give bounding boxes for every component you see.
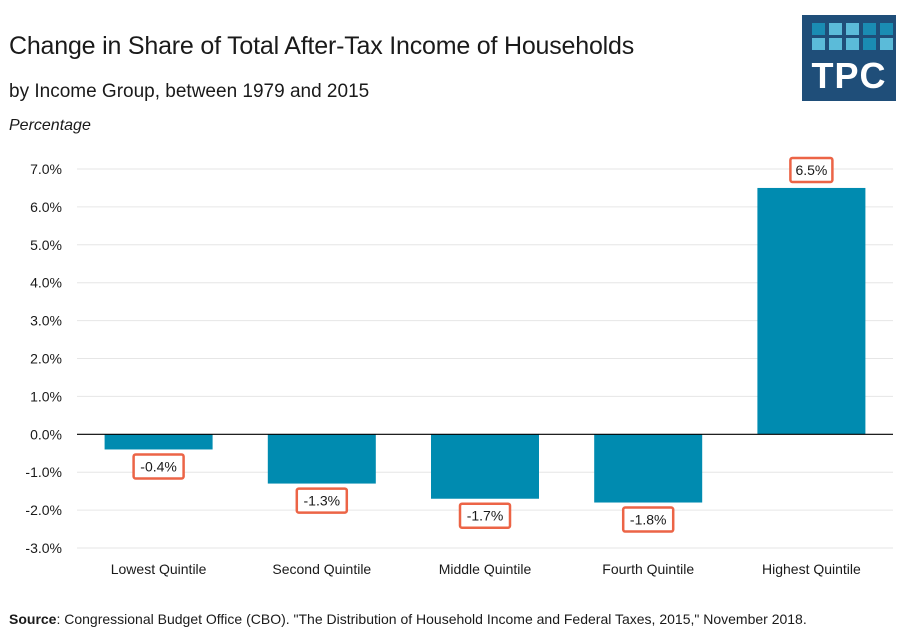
data-label: -0.4% — [140, 458, 177, 474]
logo-text: TPC — [811, 55, 887, 96]
logo-tile — [863, 23, 876, 35]
tpc-logo: TPC — [802, 15, 896, 101]
bar-chart: 7.0% 6.0% 5.0% 4.0% 3.0% 2.0% 1.0% 0.0% -1.0% -2.… — [25, 156, 893, 577]
bars — [104, 187, 866, 503]
data-label: -1.7% — [467, 508, 504, 524]
logo-tile — [846, 23, 859, 35]
data-label: -1.3% — [304, 493, 341, 509]
x-tick-label: Lowest Quintile — [111, 561, 207, 577]
y-tick-label: 6.0% — [30, 199, 62, 215]
bar — [757, 187, 866, 435]
logo-tile — [812, 23, 825, 35]
x-tick-label: Fourth Quintile — [602, 561, 694, 577]
x-axis-ticks: Lowest Quintile Second Quintile Middle Qui… — [111, 561, 861, 577]
x-tick-label: Middle Quintile — [439, 561, 532, 577]
y-tick-label: 7.0% — [30, 161, 62, 177]
y-tick-label: -2.0% — [25, 502, 62, 518]
y-tick-label: 3.0% — [30, 313, 62, 329]
x-tick-label: Second Quintile — [272, 561, 371, 577]
logo-tile — [880, 38, 893, 50]
bar — [431, 434, 539, 499]
logo-tile — [846, 38, 859, 50]
y-tick-label: 4.0% — [30, 275, 62, 291]
y-tick-label: -3.0% — [25, 540, 62, 556]
logo-tile — [829, 23, 842, 35]
logo-tile — [829, 38, 842, 50]
data-label-box — [295, 487, 349, 514]
source-text: : Congressional Budget Office (CBO). "Th… — [56, 611, 807, 627]
data-label: 6.5% — [795, 162, 827, 178]
data-label-box — [789, 156, 834, 184]
bar — [267, 434, 376, 484]
y-tick-label: -1.0% — [25, 464, 62, 480]
y-tick-label: 5.0% — [30, 237, 62, 253]
source-note: Source: Congressional Budget Office (CBO… — [9, 611, 807, 627]
y-tick-label: 1.0% — [30, 388, 62, 404]
source-label: Source — [9, 611, 57, 627]
logo-tile — [863, 38, 876, 50]
bar — [104, 434, 213, 450]
data-labels: -0.4% -1.3% -1.7% -1.8% 6.5% — [132, 156, 834, 533]
data-label-box — [132, 453, 185, 480]
chart-subtitle: by Income Group, between 1979 and 2015 — [9, 81, 370, 102]
y-tick-label: 2.0% — [30, 351, 62, 367]
chart-title: Change in Share of Total After-Tax Incom… — [9, 32, 635, 60]
x-tick-label: Highest Quintile — [762, 561, 861, 577]
bar — [594, 434, 703, 503]
logo-tile — [812, 38, 825, 50]
logo-tile-grid — [812, 23, 893, 50]
y-tick-label: 0.0% — [30, 426, 62, 442]
data-label: -1.8% — [630, 512, 667, 528]
data-label-box — [621, 506, 675, 533]
logo-tile — [880, 23, 893, 35]
y-axis-ticks: 7.0% 6.0% 5.0% 4.0% 3.0% 2.0% 1.0% 0.0% -1.0% -2.… — [25, 161, 62, 556]
data-label-box — [458, 502, 512, 529]
y-axis-unit-label: Percentage — [9, 117, 91, 134]
